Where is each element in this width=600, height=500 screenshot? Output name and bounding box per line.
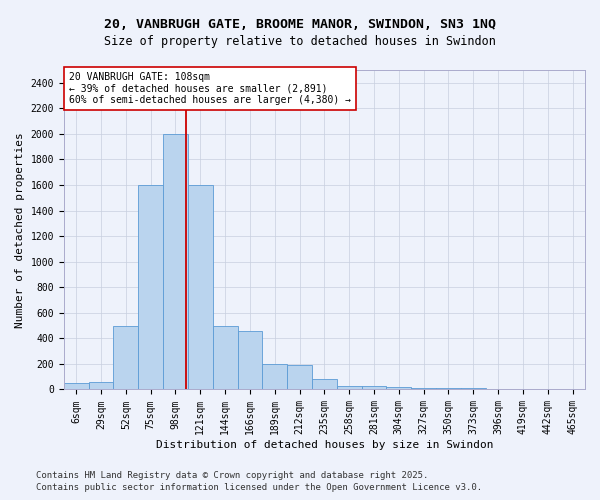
X-axis label: Distribution of detached houses by size in Swindon: Distribution of detached houses by size …: [155, 440, 493, 450]
Bar: [411, 388, 436, 390]
Bar: [386, 387, 411, 390]
Bar: [287, 365, 312, 390]
Bar: [163, 134, 188, 390]
Bar: [535, 389, 560, 390]
Bar: [113, 326, 138, 390]
Bar: [560, 389, 585, 390]
Bar: [262, 364, 287, 390]
Bar: [461, 388, 486, 390]
Bar: [64, 383, 89, 390]
Text: 20 VANBRUGH GATE: 108sqm
← 39% of detached houses are smaller (2,891)
60% of sem: 20 VANBRUGH GATE: 108sqm ← 39% of detach…: [69, 72, 351, 105]
Text: Contains HM Land Registry data © Crown copyright and database right 2025.: Contains HM Land Registry data © Crown c…: [36, 471, 428, 480]
Text: 20, VANBRUGH GATE, BROOME MANOR, SWINDON, SN3 1NQ: 20, VANBRUGH GATE, BROOME MANOR, SWINDON…: [104, 18, 496, 30]
Bar: [337, 386, 362, 390]
Bar: [238, 330, 262, 390]
Bar: [89, 382, 113, 390]
Text: Contains public sector information licensed under the Open Government Licence v3: Contains public sector information licen…: [36, 484, 482, 492]
Bar: [362, 386, 386, 390]
Bar: [312, 379, 337, 390]
Y-axis label: Number of detached properties: Number of detached properties: [15, 132, 25, 328]
Bar: [138, 185, 163, 390]
Bar: [486, 389, 511, 390]
Bar: [188, 185, 212, 390]
Bar: [212, 326, 238, 390]
Bar: [511, 389, 535, 390]
Text: Size of property relative to detached houses in Swindon: Size of property relative to detached ho…: [104, 35, 496, 48]
Bar: [436, 388, 461, 390]
